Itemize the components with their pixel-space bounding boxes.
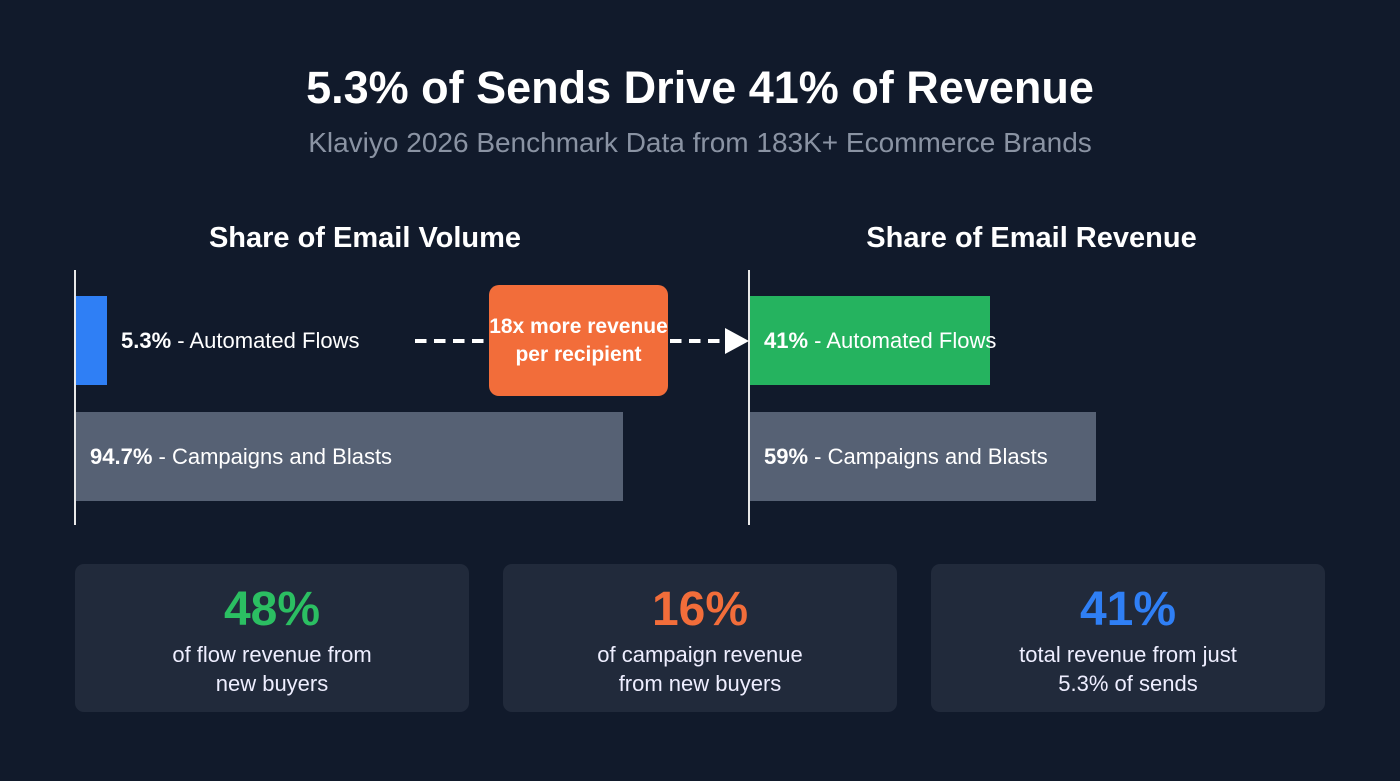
revenue-axis xyxy=(748,270,750,525)
bar-label: 41% - Automated Flows xyxy=(764,328,996,354)
stat-value: 48% xyxy=(223,583,321,636)
bar-value: 5.3% xyxy=(121,328,172,353)
stat-value: 16% xyxy=(651,583,749,636)
bar-category: - Campaigns and Blasts xyxy=(152,444,393,469)
volume-axis xyxy=(74,270,76,525)
bar-automated-flows xyxy=(76,296,107,385)
bar-value: 94.7% xyxy=(90,444,153,469)
page-subtitle: Klaviyo 2026 Benchmark Data from 183K+ E… xyxy=(308,127,1092,158)
bar-automated-flows xyxy=(750,296,990,385)
revenue-chart-title: Share of Email Revenue xyxy=(866,222,1197,254)
arrow-right-icon xyxy=(725,328,749,354)
stat-value: 41% xyxy=(1079,583,1177,636)
volume-chart-title: Share of Email Volume xyxy=(208,222,522,254)
bar-value: 41% xyxy=(764,328,809,353)
stat-desc: of campaign revenue from new buyers xyxy=(597,642,803,696)
bar-category: - Automated Flows xyxy=(171,328,360,353)
bar-label: 59% - Campaigns and Blasts xyxy=(764,444,1048,470)
stat-desc: of flow revenue from new buyers xyxy=(172,642,372,696)
bar-label: 94.7% - Campaigns and Blasts xyxy=(90,444,392,470)
bar-value: 59% xyxy=(764,444,809,469)
stat-card: 41% total revenue from just 5.3% of send… xyxy=(931,564,1325,712)
bar-campaigns-and-blasts xyxy=(76,412,623,501)
stat-card: 16% of campaign revenue from new buyers xyxy=(503,564,897,712)
bar-label: 5.3% - Automated Flows xyxy=(121,328,359,354)
bar-campaigns-and-blasts xyxy=(750,412,1096,501)
page-title: 5.3% of Sends Drive 41% of Revenue xyxy=(306,62,1094,113)
stat-desc: total revenue from just 5.3% of sends xyxy=(1019,642,1237,696)
dashed-arrow-line xyxy=(415,339,487,343)
dashed-arrow-line xyxy=(670,339,726,343)
bar-category: - Automated Flows xyxy=(808,328,997,353)
bar-category: - Campaigns and Blasts xyxy=(808,444,1048,469)
stat-card: 48% of flow revenue from new buyers xyxy=(75,564,469,712)
callout-badge: 18x more revenue per recipient xyxy=(489,285,668,396)
